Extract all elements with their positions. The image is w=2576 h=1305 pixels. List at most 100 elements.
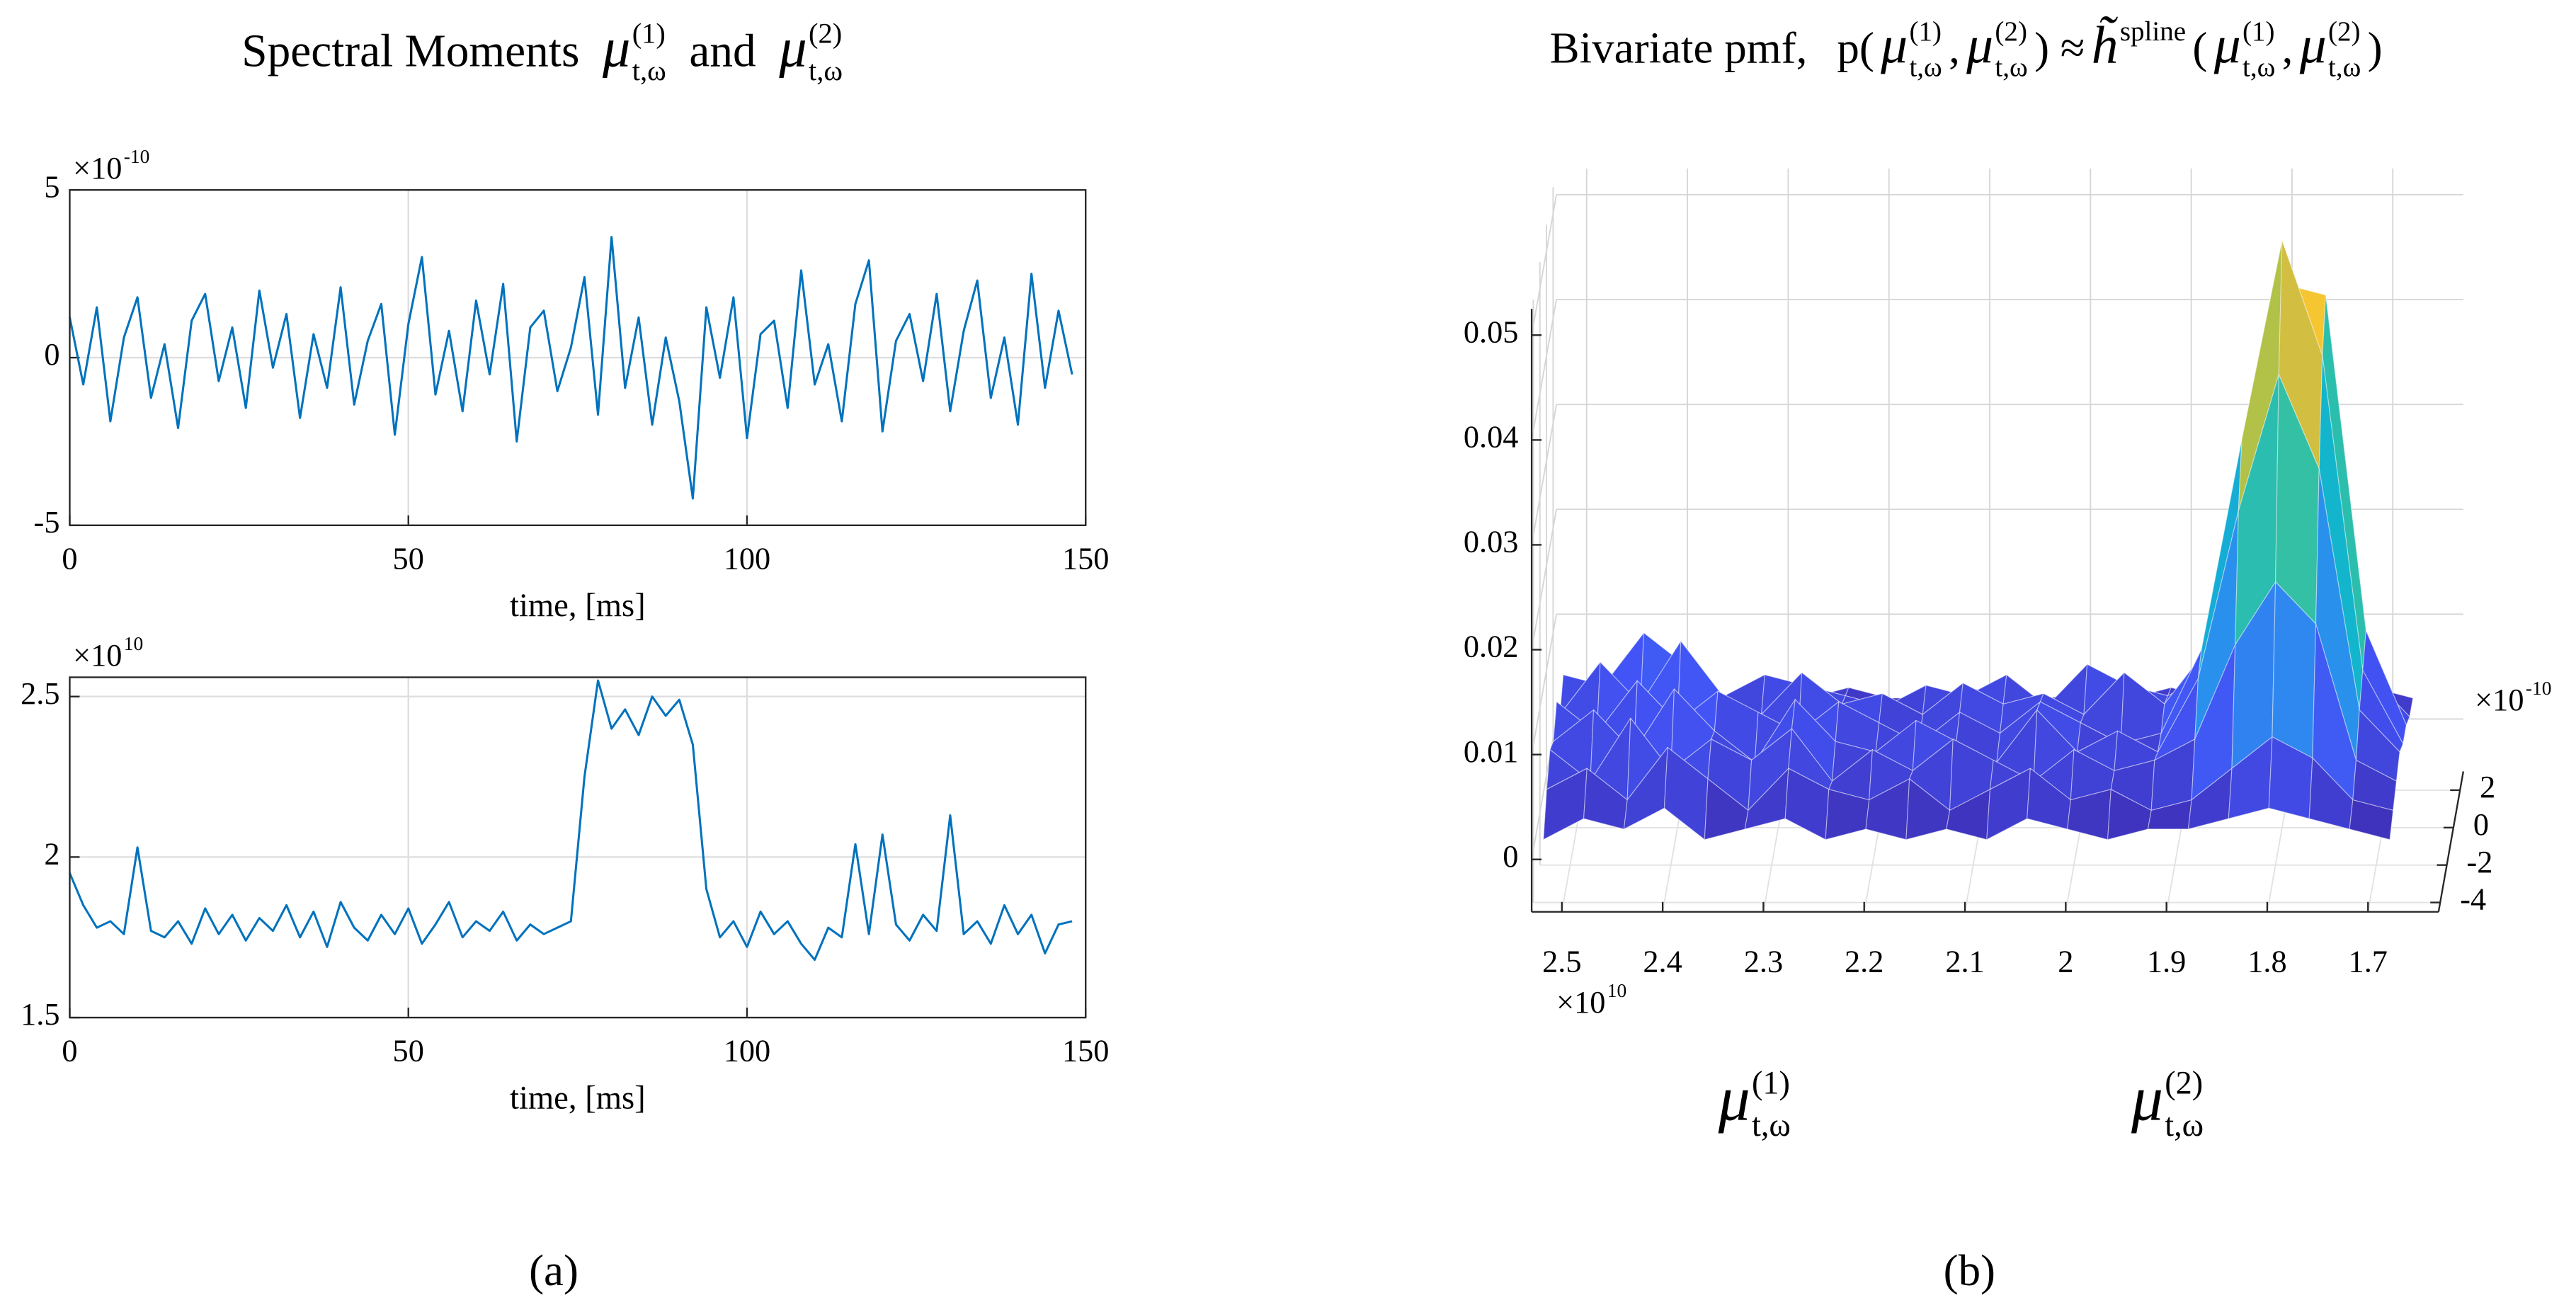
math-sup: (2) (1995, 16, 2027, 47)
x-tick-label: 1.9 (2147, 945, 2186, 979)
y-tick-label: 0 (2473, 807, 2489, 842)
y-tick-label: -5 (34, 505, 60, 540)
math-sub: t,ω (1995, 52, 2027, 83)
surface-cell (2359, 670, 2404, 753)
axis-label: μ (1) t,ω (1718, 1064, 1791, 1144)
math-sup: -10 (2526, 678, 2552, 699)
axis-label: μ (2) t,ω (2131, 1064, 2204, 1144)
y-tick-label: 1.5 (21, 997, 59, 1032)
title: Bivariate pmf, p(μ (1)t,ω, μ (2)t,ω) ≈ h̃ spli… (1550, 16, 2383, 83)
x-tick-label: 50 (393, 1034, 424, 1068)
label-text: and (689, 25, 756, 76)
math-base: μ (2213, 16, 2241, 75)
x-tick-label: 1.7 (2349, 945, 2388, 979)
math-base: μ (778, 16, 807, 78)
z-tick-label: 0.05 (1464, 314, 1519, 349)
label-text: ( (2192, 23, 2207, 73)
y-tick-label: -4 (2460, 882, 2486, 917)
y-tick-label: 2.5 (21, 676, 59, 711)
axes-box (69, 676, 1087, 1019)
x-tick-label: 1.8 (2247, 945, 2286, 979)
math-sub: t,ω (809, 55, 843, 86)
x-tick-label: 100 (724, 1034, 770, 1068)
x-tick-label: 2.4 (1643, 945, 1682, 979)
math-sub: t,ω (1909, 52, 1942, 83)
label-text: ) (2368, 23, 2383, 73)
x-tick-label: 2.5 (1542, 945, 1581, 979)
grid-line (1531, 614, 1558, 755)
offset-label: ×10 -10 (73, 146, 149, 186)
z-tick-label: 0.02 (1464, 629, 1519, 664)
math-base: μ (1718, 1064, 1750, 1134)
label-text: , (1949, 23, 1960, 73)
math-sup: 10 (124, 633, 143, 654)
math-sup: spline (2120, 16, 2186, 47)
grid-line (1531, 404, 1558, 545)
x-tick-label: 50 (393, 541, 424, 576)
x-tick-label: 150 (1062, 1034, 1109, 1068)
offset-label: ×10 10 (1556, 980, 1626, 1020)
surface-cell (2120, 672, 2165, 744)
label-text: p( (1837, 23, 1874, 73)
math-sup: (1) (1752, 1065, 1790, 1101)
surface-cell (2355, 710, 2400, 782)
math-sup: -10 (124, 146, 150, 167)
math-sub: t,ω (2165, 1107, 2204, 1144)
label-text: Bivariate pmf, (1550, 23, 1808, 73)
z-tick-label: 0.01 (1464, 734, 1519, 769)
math-sup: (1) (632, 18, 666, 50)
z-tick-label: 0.04 (1464, 420, 1519, 455)
grid-line (1531, 509, 1558, 650)
y-tick-label: 0 (44, 337, 59, 372)
axes-box (69, 189, 1087, 527)
math-base: μ (2299, 16, 2327, 75)
math-base: μ (1966, 16, 1993, 75)
line-series (68, 236, 1073, 500)
math-sub: t,ω (632, 55, 666, 86)
math-sub: t,ω (2328, 52, 2361, 83)
y-tick-label: 5 (44, 169, 59, 204)
grid-line (1531, 719, 1558, 860)
math-base: h̃ (2092, 16, 2119, 75)
x-axis-label: time, [ms] (510, 587, 646, 624)
panel-label: (b) (1944, 1246, 1995, 1295)
x-tick-label: 2.3 (1744, 945, 1783, 979)
math-base: ×10 (73, 638, 122, 673)
surface-cell (2352, 759, 2397, 811)
z-tick-label: 0.03 (1464, 525, 1519, 559)
math-base: μ (2131, 1064, 2163, 1134)
label-text: ) ≈ (2034, 23, 2085, 73)
math-base: ×10 (1556, 985, 1605, 1020)
x-tick-label: 150 (1062, 541, 1109, 576)
math-sub: t,ω (1752, 1107, 1791, 1144)
x-tick-label: 2 (2058, 945, 2073, 979)
math-sup: 10 (1607, 980, 1626, 1001)
line-series (69, 679, 1073, 961)
math-sup: (2) (2328, 16, 2361, 47)
math-sup: (2) (2165, 1065, 2203, 1101)
z-tick-label: 0 (1503, 839, 1518, 874)
x-tick-label: 2.1 (1945, 945, 1984, 979)
math-sub: t,ω (2242, 52, 2275, 83)
offset-label: ×10 10 (73, 633, 143, 673)
panel-label: (a) (529, 1246, 579, 1295)
y-tick-label: -2 (2467, 845, 2493, 879)
math-base: μ (602, 16, 630, 78)
math-base: ×10 (2475, 683, 2524, 717)
y-tick-label: 2 (44, 837, 59, 872)
grid-line (1531, 299, 1558, 440)
y-tick-label: 2 (2480, 770, 2495, 804)
x-tick-label: 2.2 (1845, 945, 1883, 979)
surface-cell (2362, 630, 2407, 744)
x-axis-label: time, [ms] (510, 1079, 646, 1116)
math-sup: (1) (2242, 16, 2275, 47)
math-sup: (2) (809, 18, 842, 50)
x-tick-label: 0 (62, 541, 77, 576)
title: Spectral Moments μ (1)t,ω and μ (2)t,ω (241, 16, 843, 86)
x-tick-label: 0 (62, 1034, 77, 1068)
y-axis (2437, 771, 2465, 912)
math-sup: (1) (1909, 16, 1942, 47)
surface-cell (2349, 799, 2394, 840)
